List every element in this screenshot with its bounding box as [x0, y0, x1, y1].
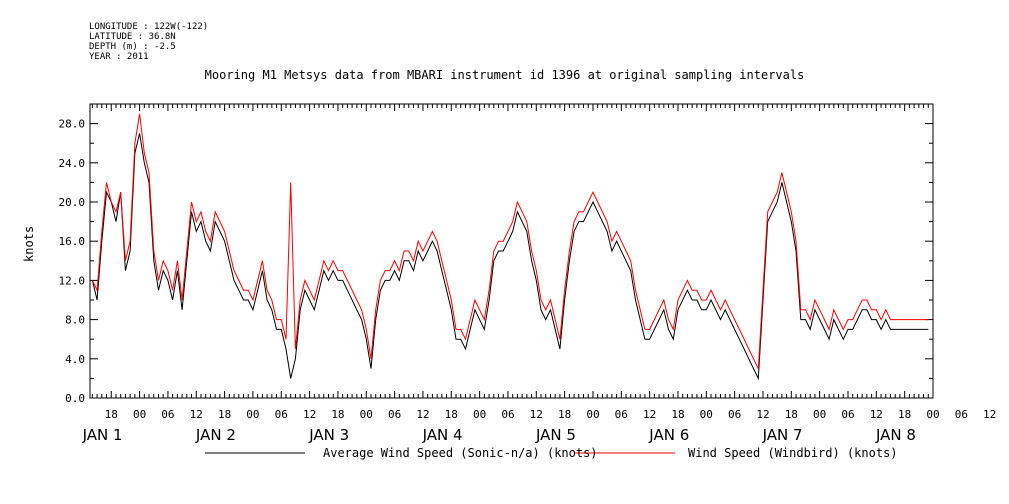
day-label: JAN 3: [308, 426, 349, 444]
x-tick-label: 00: [813, 408, 826, 421]
day-label: JAN 8: [875, 426, 916, 444]
x-tick-label: 18: [558, 408, 571, 421]
legend-label-windbird: Wind Speed (Windbird) (knots): [688, 446, 898, 460]
meta-year: YEAR : 2011: [89, 52, 149, 62]
x-tick-label: 18: [785, 408, 798, 421]
x-tick-label: 06: [841, 408, 854, 421]
y-tick-label: 24.0: [59, 157, 86, 170]
x-tick-label: 12: [303, 408, 316, 421]
x-tick-label: 06: [388, 408, 401, 421]
y-tick-label: 0.0: [65, 392, 85, 405]
series-line-average: [91, 133, 929, 381]
y-tick-label: 12.0: [59, 274, 86, 287]
y-tick-label: 20.0: [59, 196, 86, 209]
day-label: JAN 5: [535, 426, 576, 444]
x-tick-label: 18: [898, 408, 911, 421]
x-tick-label: 06: [615, 408, 628, 421]
x-tick-label: 12: [983, 408, 996, 421]
x-tick-label: 12: [643, 408, 656, 421]
x-tick-label: 00: [586, 408, 599, 421]
meta-depth: DEPTH (m) : -2.5: [89, 42, 176, 52]
x-tick-label: 00: [700, 408, 713, 421]
day-label: JAN 7: [762, 426, 803, 444]
x-tick-label: 00: [246, 408, 259, 421]
x-tick-label: 18: [671, 408, 684, 421]
day-label: JAN 2: [195, 426, 236, 444]
x-tick-label: 00: [133, 408, 146, 421]
legend-label-average: Average Wind Speed (Sonic-n/a) (knots): [323, 446, 598, 460]
y-tick-label: 4.0: [65, 353, 85, 366]
x-tick-label: 06: [161, 408, 174, 421]
x-tick-label: 00: [360, 408, 373, 421]
x-tick-label: 06: [955, 408, 968, 421]
x-tick-label: 12: [756, 408, 769, 421]
x-tick-label: 06: [728, 408, 741, 421]
meta-latitude: LATITUDE : 36.8N: [89, 32, 176, 42]
x-tick-label: 18: [105, 408, 118, 421]
meta-longitude: LONGITUDE : 122W(-122): [89, 22, 209, 32]
y-tick-label: 16.0: [59, 235, 86, 248]
x-tick-label: 12: [190, 408, 203, 421]
x-tick-label: 18: [331, 408, 344, 421]
day-label: JAN 1: [82, 426, 123, 444]
day-label: JAN 6: [648, 426, 689, 444]
x-tick-label: 12: [870, 408, 883, 421]
x-tick-label: 06: [501, 408, 514, 421]
y-tick-label: 8.0: [65, 314, 85, 327]
x-tick-label: 00: [926, 408, 939, 421]
x-tick-label: 12: [416, 408, 429, 421]
series-line-windbird: [91, 113, 929, 371]
x-tick-label: 18: [445, 408, 458, 421]
x-tick-label: 12: [530, 408, 543, 421]
x-tick-label: 18: [218, 408, 231, 421]
y-tick-label: 28.0: [59, 118, 86, 131]
x-tick-label: 06: [275, 408, 288, 421]
plot-frame: [89, 103, 934, 399]
day-label: JAN 4: [422, 426, 463, 444]
chart-title: Mooring M1 Metsys data from MBARI instru…: [204, 68, 805, 82]
x-tick-label: 00: [473, 408, 486, 421]
